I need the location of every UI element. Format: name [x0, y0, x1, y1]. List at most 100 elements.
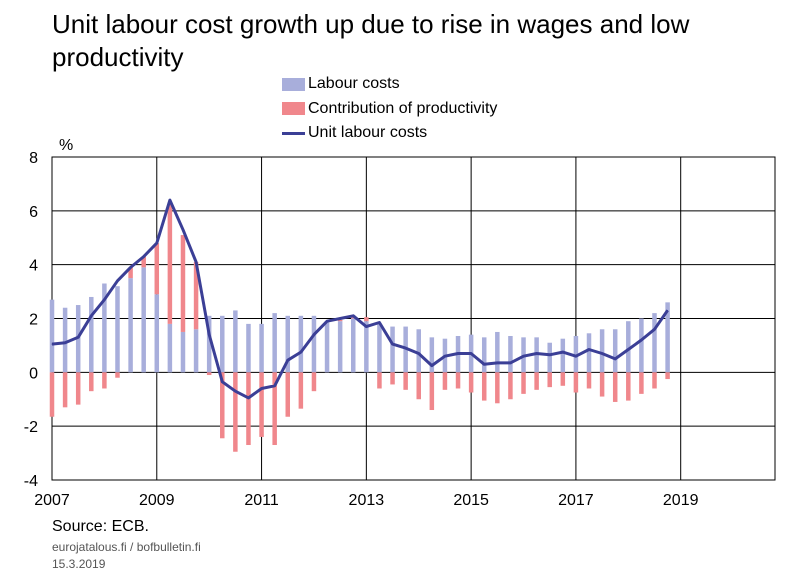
unit-labour-cost-point — [274, 385, 276, 387]
source-note: Source: ECB. — [52, 518, 149, 535]
unit-labour-cost-point — [378, 322, 380, 324]
unit-labour-cost-point — [627, 348, 629, 350]
unit-labour-cost-point — [143, 256, 145, 258]
productivity-bar — [416, 372, 421, 400]
productivity-bar — [364, 317, 369, 322]
unit-labour-cost-point — [261, 387, 263, 389]
productivity-bar — [167, 202, 173, 324]
labour-cost-bar — [102, 283, 107, 373]
unit-labour-cost-point — [405, 347, 407, 349]
productivity-bar — [639, 372, 644, 394]
productivity-bar — [233, 372, 238, 452]
unit-labour-cost-point — [116, 280, 118, 282]
labour-cost-bar — [599, 329, 605, 373]
productivity-bar — [481, 372, 487, 401]
unit-labour-cost-point — [667, 309, 669, 311]
chart-title: Unit labour cost growth up due to rise i… — [52, 9, 690, 72]
unit-labour-cost-point — [523, 355, 525, 357]
labour-cost-bar — [128, 278, 133, 373]
productivity-bar — [377, 372, 382, 389]
unit-labour-cost-point — [313, 334, 315, 336]
unit-labour-cost-point — [64, 342, 66, 344]
unit-labour-cost-point — [601, 352, 603, 354]
unit-labour-cost-point — [339, 318, 341, 319]
labour-cost-bar — [285, 315, 291, 373]
unit-labour-cost-point — [90, 315, 92, 317]
labour-cost-bar — [481, 337, 487, 373]
labour-cost-bar — [259, 323, 264, 373]
productivity-bar — [272, 372, 277, 446]
unit-labour-cost-point — [431, 365, 433, 367]
productivity-bar — [62, 372, 68, 408]
unit-labour-cost-point — [326, 320, 328, 322]
legend-label-ulc: Unit labour costs — [308, 124, 428, 142]
unit-labour-cost-point — [156, 242, 158, 244]
productivity-bar — [468, 372, 474, 393]
labour-cost-bar — [351, 318, 356, 373]
unit-labour-cost-point — [287, 359, 289, 361]
productivity-bar — [154, 243, 160, 295]
unit-labour-cost-point — [195, 261, 197, 263]
labour-cost-bar — [115, 286, 120, 373]
productivity-bar — [403, 372, 408, 390]
labour-cost-bar — [180, 331, 186, 373]
productivity-bar — [259, 372, 264, 437]
labour-cost-bar — [364, 321, 369, 373]
x-tick-label: 2013 — [349, 492, 385, 509]
productivity-bar — [599, 372, 605, 397]
unit-labour-cost-point — [457, 352, 459, 354]
productivity-bar — [495, 372, 500, 404]
y-tick-label: 4 — [29, 258, 38, 275]
unit-labour-cost-point — [247, 397, 249, 399]
labour-cost-bar — [220, 315, 225, 373]
x-tick-label: 2019 — [663, 492, 699, 509]
unit-labour-cost-point — [549, 354, 551, 356]
labour-cost-bar — [560, 338, 566, 373]
unit-labour-cost-point — [444, 355, 446, 357]
y-tick-label: -2 — [24, 419, 38, 436]
labour-cost-bar — [377, 323, 382, 373]
productivity-bar — [521, 372, 526, 394]
unit-labour-cost-point — [221, 381, 223, 383]
productivity-bar — [141, 256, 146, 268]
labour-cost-bar — [495, 331, 500, 373]
labour-cost-bar — [324, 321, 330, 373]
productivity-bar — [220, 372, 225, 439]
labour-cost-bar — [337, 321, 343, 373]
labour-cost-bar — [272, 313, 277, 373]
unit-labour-cost-point — [365, 326, 367, 328]
y-tick-label: -4 — [24, 473, 38, 490]
y-axis-unit-label: % — [59, 137, 73, 154]
labour-cost-bar — [154, 294, 160, 373]
productivity-bar — [180, 235, 186, 332]
labour-cost-bar — [167, 323, 173, 373]
productivity-bar — [442, 372, 448, 390]
unit-labour-cost-point — [51, 343, 53, 345]
y-tick-label: 6 — [29, 204, 38, 221]
labour-cost-bar — [390, 326, 395, 373]
legend-item-ulc: Unit labour costs — [282, 121, 497, 146]
legend-swatch-labour-costs — [282, 77, 305, 91]
labour-cost-bar — [193, 329, 199, 373]
productivity-bar — [547, 372, 552, 388]
publication-date: 15.3.2019 — [52, 557, 106, 571]
unit-labour-cost-point — [352, 315, 354, 317]
unit-labour-cost-point — [77, 336, 79, 338]
labour-cost-bar — [573, 335, 579, 373]
legend-swatch-ulc — [282, 131, 305, 135]
y-tick-label: 8 — [29, 150, 38, 167]
unit-labour-cost-point — [103, 299, 105, 301]
unit-labour-cost-line — [51, 198, 669, 400]
labour-cost-bar — [586, 333, 592, 373]
unit-labour-cost-point — [640, 339, 642, 341]
labour-cost-bar — [639, 318, 644, 373]
labour-cost-bar — [62, 307, 68, 373]
unit-labour-cost-point — [575, 355, 577, 357]
labour-cost-bar — [141, 267, 146, 373]
legend: Labour costs Contribution of productivit… — [282, 72, 497, 146]
unit-labour-cost-point — [614, 358, 616, 360]
legend-label-labour-costs: Labour costs — [308, 75, 400, 93]
y-tick-label: 2 — [29, 312, 38, 329]
productivity-bar — [49, 372, 55, 417]
